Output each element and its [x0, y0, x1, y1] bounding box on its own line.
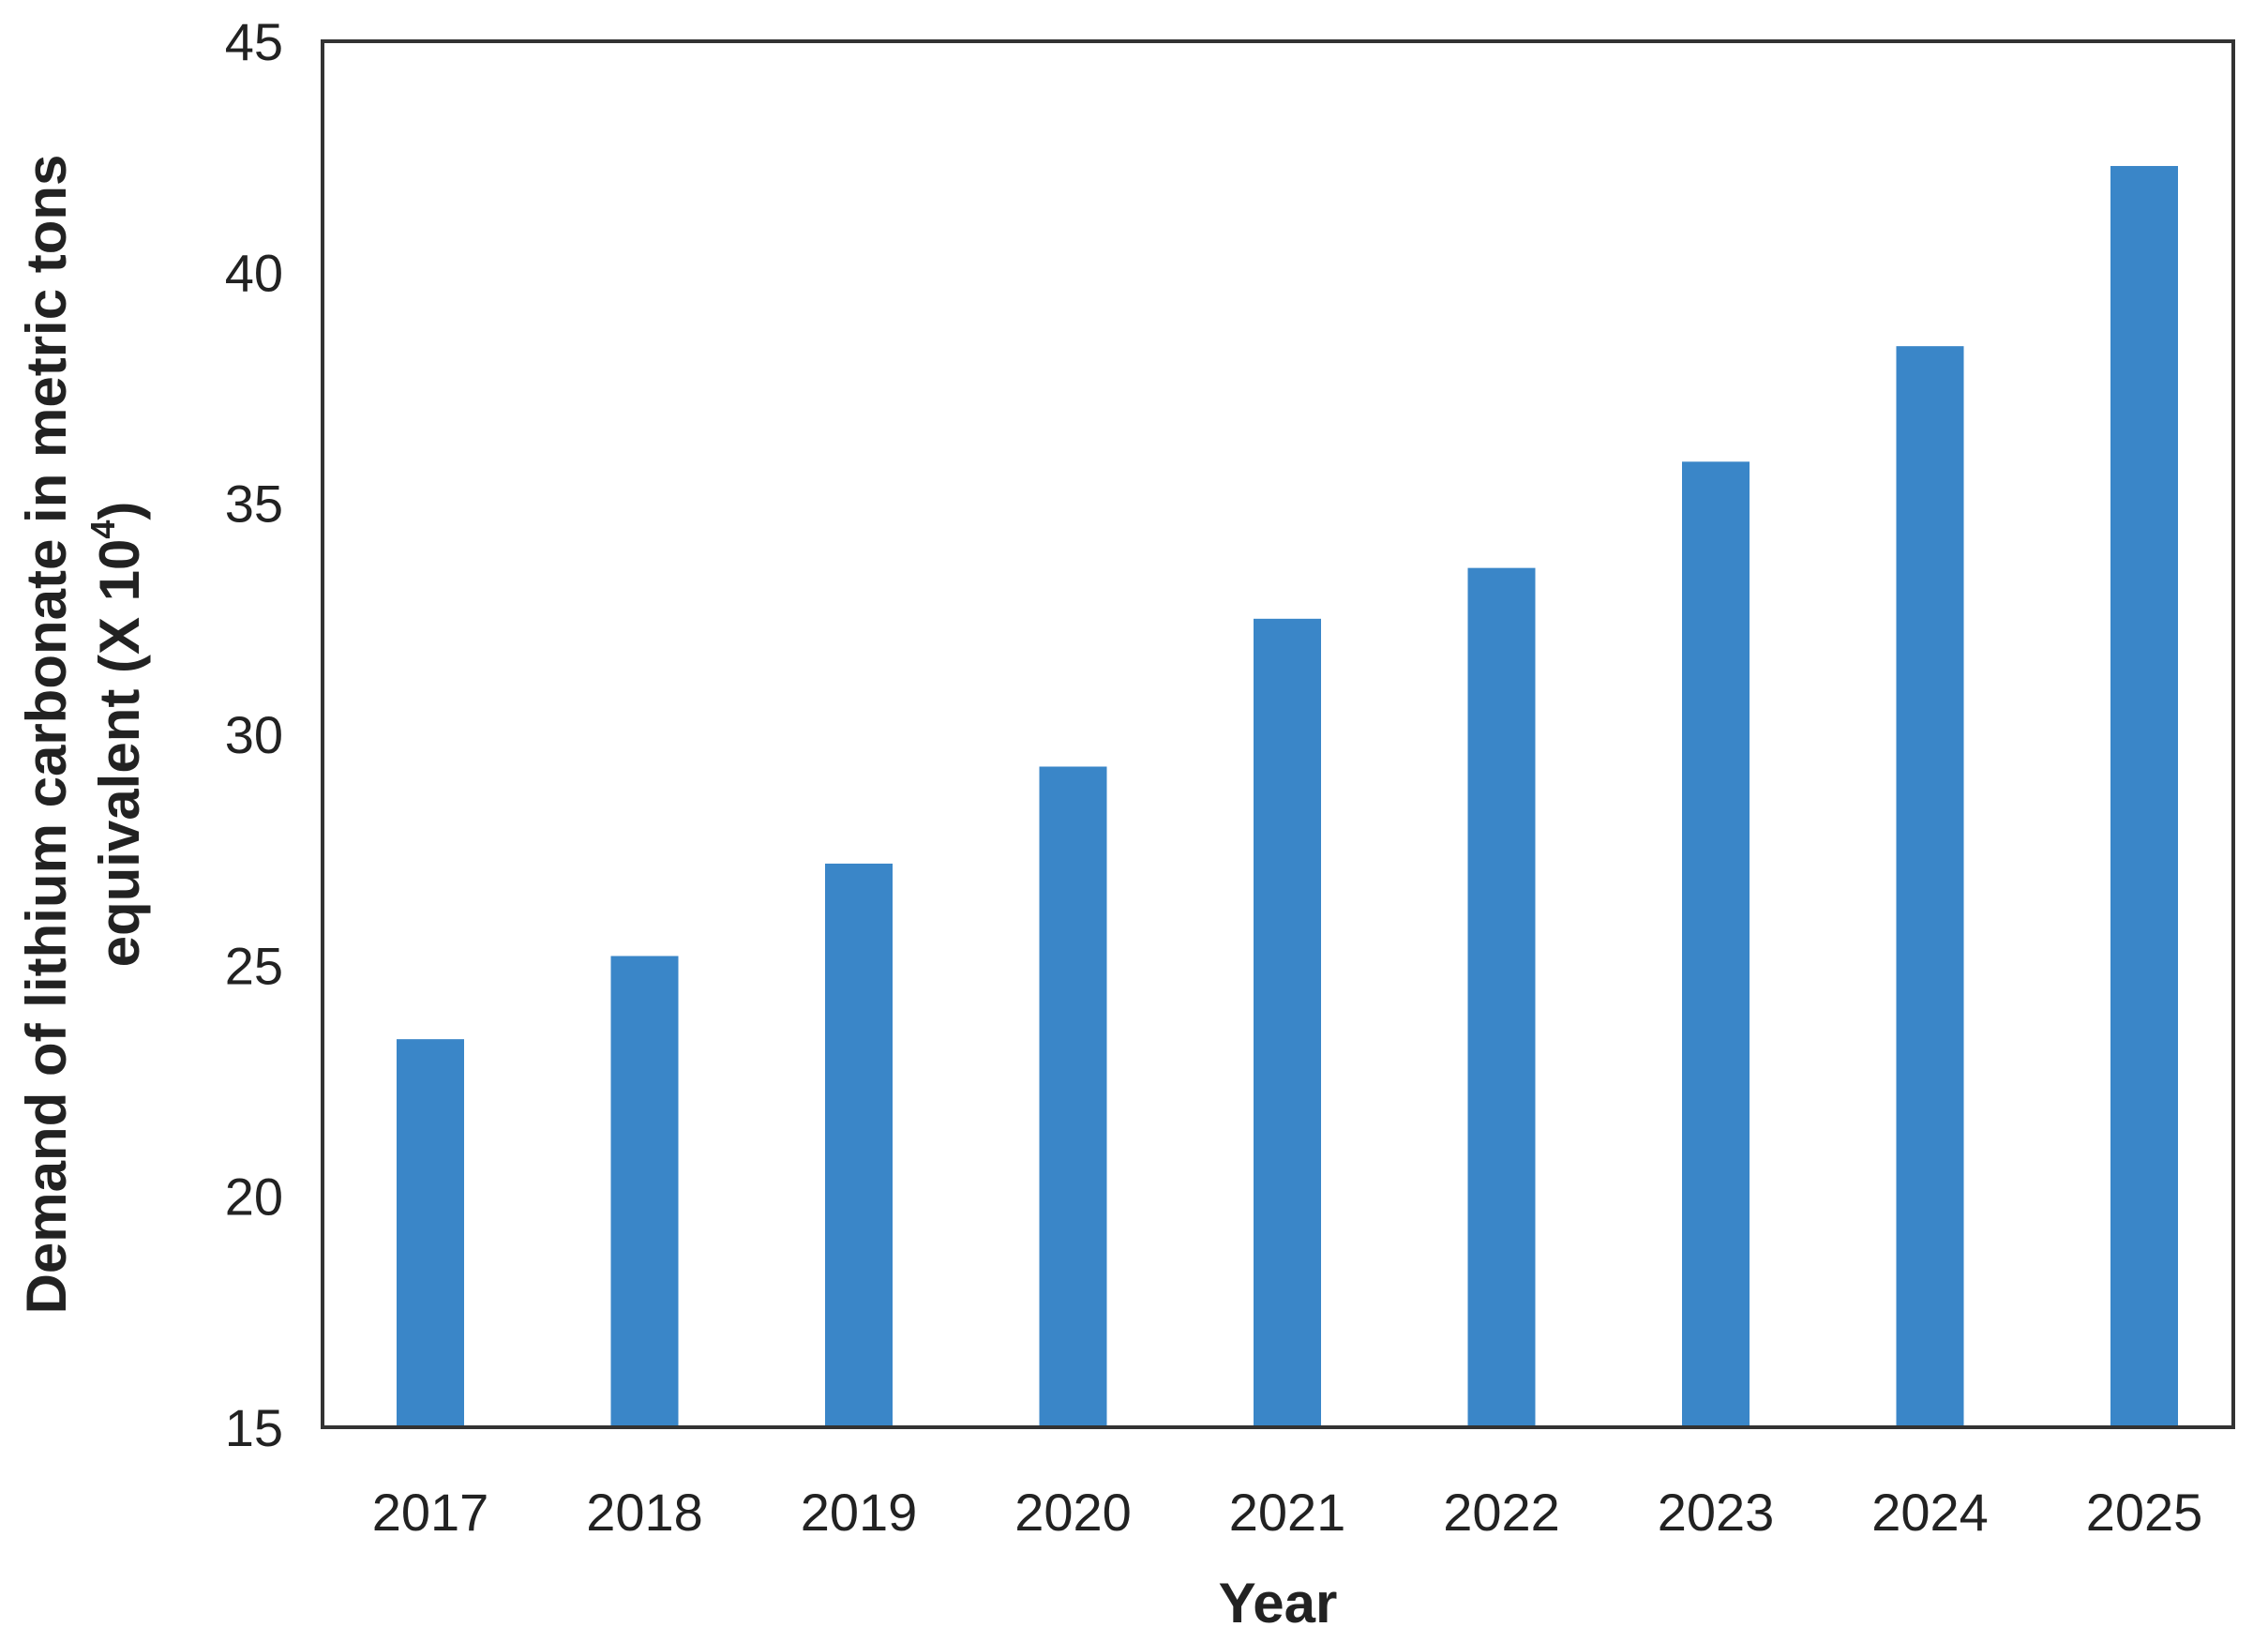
bar-2020 — [1039, 766, 1107, 1427]
y-tick-label: 15 — [225, 1398, 283, 1457]
x-tick-label-2017: 2017 — [372, 1483, 489, 1542]
bar-2022 — [1467, 567, 1536, 1427]
x-tick-label-2018: 2018 — [586, 1483, 703, 1542]
y-axis-title-exponent: 4 — [83, 520, 122, 539]
bar-2019 — [825, 863, 893, 1427]
x-tick-labels: 2017 2018 2019 2020 2021 2022 2023 2024 2025 — [372, 1483, 2203, 1542]
bars — [397, 166, 2178, 1427]
bar-2025 — [2110, 166, 2178, 1427]
y-tick-label: 30 — [225, 705, 283, 764]
y-tick-labels: 15 20 25 30 35 40 45 — [225, 12, 283, 1457]
plot-frame — [321, 39, 2235, 1429]
y-tick-label: 25 — [225, 936, 283, 995]
y-tick-label: 20 — [225, 1167, 283, 1227]
x-axis-title: Year — [1219, 1572, 1338, 1634]
bar-2023 — [1682, 461, 1750, 1427]
x-tick-label-2023: 2023 — [1658, 1483, 1775, 1542]
x-tick-label-2022: 2022 — [1443, 1483, 1560, 1542]
bar-2018 — [610, 956, 679, 1427]
x-tick-label-2021: 2021 — [1229, 1483, 1346, 1542]
x-tick-label-2019: 2019 — [801, 1483, 918, 1542]
x-tick-label-2024: 2024 — [1871, 1483, 1989, 1542]
bar-2017 — [397, 1039, 464, 1427]
y-tick-label: 40 — [225, 243, 283, 302]
bar-2024 — [1896, 346, 1964, 1427]
bar-2021 — [1254, 618, 1321, 1427]
x-tick-label-2025: 2025 — [2086, 1483, 2203, 1542]
y-axis-title-line2: equivalent (X 104) — [83, 502, 151, 968]
x-tick-label-2020: 2020 — [1014, 1483, 1132, 1542]
y-tick-label: 45 — [225, 12, 283, 71]
y-axis-title-line1: Demand of lithium carbonate in metric to… — [15, 155, 78, 1315]
y-tick-label: 35 — [225, 475, 283, 534]
